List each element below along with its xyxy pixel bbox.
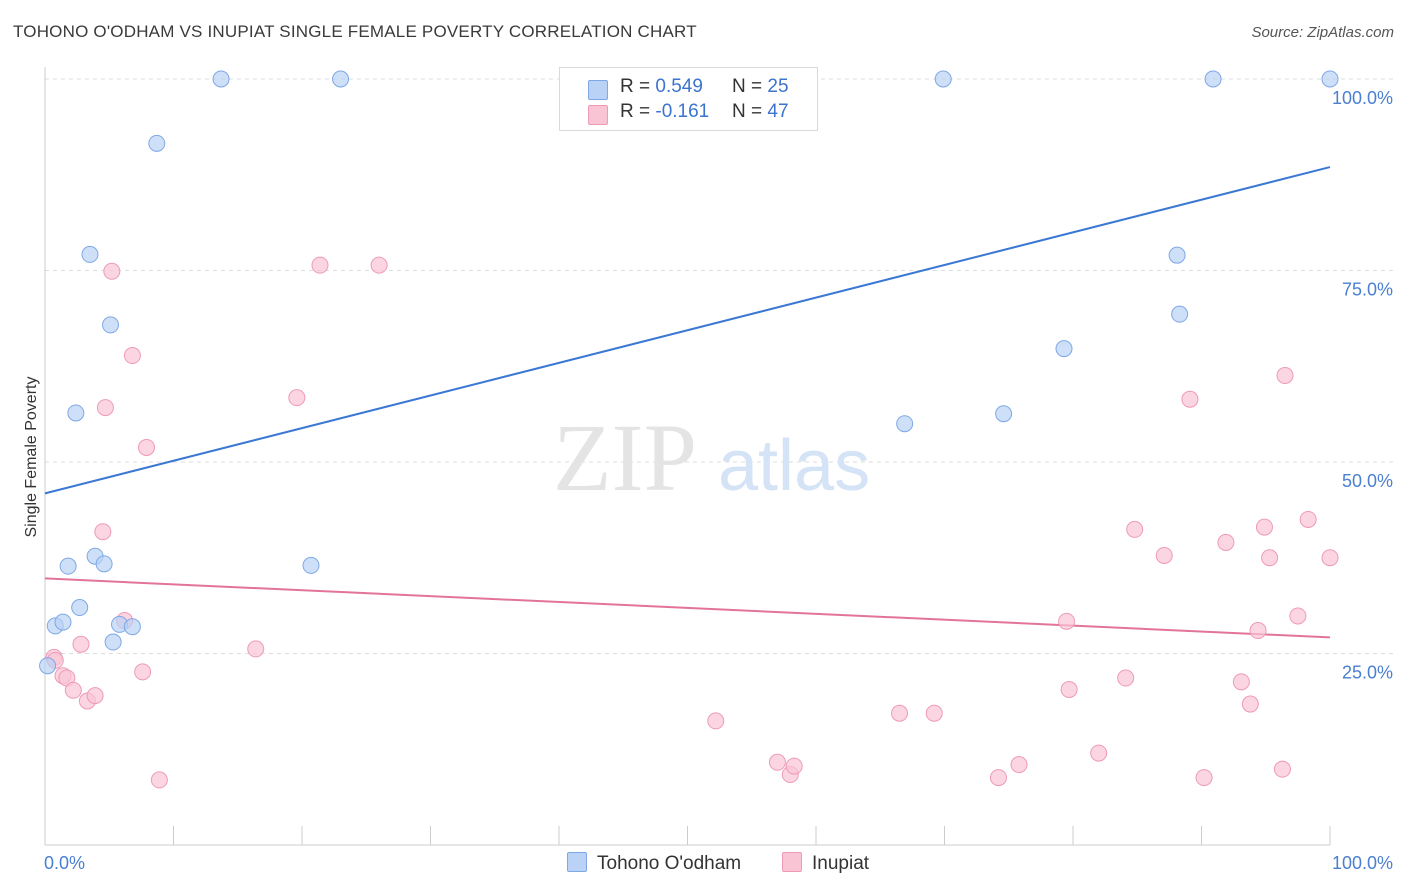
series-label-inupiat: Inupiat [812, 853, 870, 874]
point-inupiat [1276, 366, 1294, 384]
data-points [39, 70, 1339, 789]
point-inupiat [1299, 510, 1317, 528]
point-inupiat [247, 640, 265, 658]
point-tohono [1171, 305, 1189, 323]
legend-n-label: N = [732, 101, 768, 122]
trend-lines [44, 166, 1331, 639]
point-inupiat [1321, 549, 1339, 567]
y-tick-label: 50.0% [1342, 471, 1393, 491]
chart-title: TOHONO O'ODHAM VS INUPIAT SINGLE FEMALE … [13, 22, 697, 41]
legend-swatch-blue [588, 80, 608, 100]
point-tohono [95, 555, 113, 573]
point-tohono [1055, 340, 1073, 358]
point-inupiat [64, 681, 82, 699]
x-tick-label: 0.0% [44, 853, 85, 873]
point-inupiat [1217, 533, 1235, 551]
point-tohono [212, 70, 230, 88]
point-inupiat [925, 704, 943, 722]
point-inupiat [150, 771, 168, 789]
point-inupiat [103, 262, 121, 280]
point-inupiat [707, 712, 725, 730]
point-tohono [54, 613, 72, 631]
y-tick-label: 100.0% [1332, 88, 1393, 108]
point-inupiat [1090, 744, 1108, 762]
point-inupiat [311, 256, 329, 274]
point-inupiat [370, 256, 388, 274]
y-tick-label: 25.0% [1342, 663, 1393, 683]
point-inupiat [1155, 546, 1173, 564]
point-tohono [81, 245, 99, 263]
point-inupiat [1249, 622, 1267, 640]
watermark-zip: ZIP [553, 404, 697, 511]
point-tohono [39, 657, 57, 675]
point-tohono [934, 70, 952, 88]
point-inupiat [1289, 607, 1307, 625]
legend-n-label: N = [732, 76, 768, 97]
axes [44, 67, 1331, 846]
point-inupiat [86, 687, 104, 705]
y-tick-label: 75.0% [1342, 280, 1393, 300]
point-inupiat [1058, 612, 1076, 630]
y-axis-title: Single Female Poverty [23, 377, 40, 538]
point-tohono [1168, 246, 1186, 264]
point-inupiat [1060, 681, 1078, 699]
point-inupiat [288, 389, 306, 407]
point-inupiat [1261, 549, 1279, 567]
correlation-legend: R = 0.549 N = 25 R = -0.161 N = 47 [559, 67, 818, 131]
legend-r-value: -0.161 [655, 101, 710, 122]
series-legend-inupiat: Inupiat [782, 852, 869, 875]
point-tohono [148, 134, 166, 152]
point-tohono [104, 633, 122, 651]
point-tohono [896, 415, 914, 433]
legend-r-value: 0.549 [655, 76, 703, 97]
point-tohono [59, 557, 77, 575]
point-inupiat [1181, 390, 1199, 408]
source-label: Source: ZipAtlas.com [1251, 24, 1394, 41]
watermark: ZIP atlas [553, 404, 870, 511]
point-inupiat [96, 399, 114, 417]
point-inupiat [1255, 518, 1273, 536]
legend-swatch-pink [588, 105, 608, 125]
watermark-atlas: atlas [718, 426, 870, 506]
legend-r-label: R = [620, 76, 656, 97]
point-inupiat [785, 757, 803, 775]
point-inupiat [768, 753, 786, 771]
point-inupiat [1273, 760, 1291, 778]
grid-lines [45, 78, 1395, 654]
trendline-tohono [44, 166, 1331, 495]
point-inupiat [1010, 756, 1028, 774]
series-label-tohono: Tohono O'odham [597, 853, 742, 874]
legend-n-value: 47 [767, 101, 789, 122]
point-tohono [302, 556, 320, 574]
point-tohono [332, 70, 350, 88]
point-inupiat [123, 347, 141, 365]
point-tohono [995, 405, 1013, 423]
point-inupiat [1195, 769, 1213, 787]
trendline-inupiat [44, 577, 1331, 639]
point-inupiat [94, 523, 112, 541]
x-tick-label: 100.0% [1332, 853, 1393, 873]
point-tohono [1321, 70, 1339, 88]
point-inupiat [1232, 673, 1250, 691]
tick-labels: 25.0% 50.0% 75.0% 100.0% 0.0% 100.0% [44, 88, 1393, 873]
point-tohono [71, 599, 89, 617]
point-inupiat [989, 769, 1007, 787]
point-tohono [123, 618, 141, 636]
point-inupiat [1241, 695, 1259, 713]
legend-r-label: R = [620, 101, 656, 122]
point-tohono [1204, 70, 1222, 88]
point-inupiat [891, 704, 909, 722]
series-swatch-blue [567, 852, 587, 872]
point-inupiat [134, 663, 152, 681]
point-tohono [102, 316, 120, 334]
series-legend-tohono: Tohono O'odham [567, 852, 741, 875]
point-inupiat [72, 635, 90, 653]
point-inupiat [1126, 520, 1144, 538]
legend-n-value: 25 [767, 76, 789, 97]
series-swatch-pink [782, 852, 802, 872]
point-tohono [67, 404, 85, 422]
point-inupiat [1117, 669, 1135, 687]
point-inupiat [138, 438, 156, 456]
